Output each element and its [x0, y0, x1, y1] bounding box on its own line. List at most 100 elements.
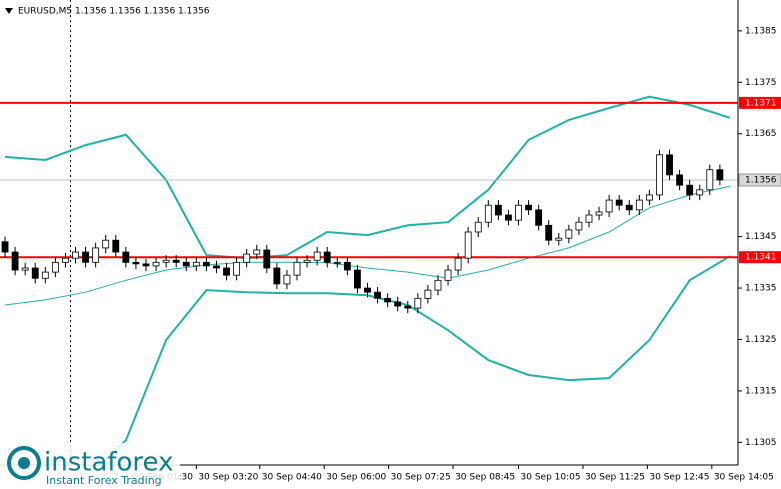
candle-body	[414, 297, 422, 309]
candle-body	[464, 231, 472, 259]
candle-body	[525, 204, 533, 211]
candle-body	[444, 269, 452, 281]
band-upper	[4, 95, 731, 260]
candle-body	[505, 214, 512, 221]
level-label: 1.1371	[745, 98, 777, 108]
candle-body	[535, 209, 543, 226]
y-tick-label: 1.1325	[745, 335, 777, 345]
y-tick-label: 1.1375	[745, 78, 777, 88]
band-middle	[4, 185, 731, 306]
candle-body	[656, 154, 663, 196]
candle-body	[182, 261, 190, 267]
candle-body	[434, 279, 442, 291]
plot-area	[0, 0, 738, 465]
tagline: Instant Forex Trading	[46, 474, 162, 487]
candle-body	[21, 267, 29, 271]
last-price-label: 1.1356	[745, 176, 777, 186]
candle-body	[484, 204, 492, 223]
x-tick-label: 30 Sep 10:05	[521, 473, 581, 483]
candle-body	[263, 249, 271, 269]
candle-body	[313, 251, 321, 261]
candle-body	[515, 204, 522, 221]
y-tick-label: 1.1345	[745, 232, 777, 242]
candle-body	[41, 271, 49, 279]
candle-body	[555, 237, 563, 241]
candle-body	[72, 251, 79, 259]
candle-body	[122, 251, 130, 263]
candle-body	[494, 204, 502, 216]
candle-body	[202, 261, 210, 267]
candle-body	[293, 261, 301, 276]
candle-body	[625, 204, 633, 211]
level-label-bg	[739, 251, 781, 264]
candle-body	[686, 184, 694, 196]
candle-body	[343, 261, 351, 271]
candle-body	[364, 287, 371, 293]
candle-body	[716, 169, 724, 181]
candle-body	[62, 257, 69, 263]
candle-body	[374, 291, 381, 299]
y-tick-label: 1.1365	[745, 129, 777, 139]
x-tick-label: 30 Sep 04:40	[262, 473, 322, 483]
y-tick-label: 1.1385	[745, 26, 777, 36]
candle-body	[424, 289, 432, 299]
candle-body	[545, 224, 553, 241]
level-label-bg	[739, 96, 781, 109]
chart-title: EURUSD,M5 1.1356 1.1356 1.1356 1.1356	[18, 7, 210, 17]
candle-body	[474, 221, 482, 233]
candle-body	[142, 263, 150, 267]
candle-body	[51, 261, 59, 273]
candle-body	[82, 251, 90, 263]
level-label: 1.1341	[745, 253, 777, 263]
brand: instaforex	[44, 448, 173, 478]
candle-body	[132, 261, 140, 265]
x-tick-label: 30 Sep 03:20	[198, 473, 258, 483]
logo-icon	[7, 446, 41, 480]
x-tick-label: 30 Sep 08:45	[455, 473, 515, 483]
x-tick-label: 30 Sep 14:05	[714, 473, 774, 483]
candle-body	[102, 239, 110, 249]
candle-body	[323, 251, 331, 263]
candle-body	[1, 241, 9, 253]
candle-body	[303, 259, 311, 263]
candle-body	[384, 297, 392, 303]
logo-icon-core	[18, 457, 30, 469]
candle-body	[233, 261, 241, 276]
candle-body	[565, 229, 573, 239]
last-price-label-bg	[738, 173, 781, 187]
y-tick-label: 1.1305	[745, 438, 777, 448]
candle-body	[635, 199, 643, 211]
candle-body	[354, 269, 361, 289]
candle-body	[706, 169, 714, 191]
candle-body	[11, 251, 19, 271]
candle-body	[575, 221, 583, 231]
candle-body	[666, 154, 673, 176]
candle-body	[595, 211, 603, 216]
candle-body	[454, 257, 462, 271]
candle-body	[283, 274, 291, 285]
candle-body	[152, 261, 160, 267]
candle-body	[213, 265, 220, 269]
y-tick-label: 1.1315	[745, 386, 777, 396]
candle-body	[676, 174, 684, 186]
x-tick-label: 30 Sep 07:25	[391, 473, 451, 483]
candle-body	[645, 194, 653, 201]
candle-body	[162, 259, 170, 263]
x-tick-label: 30 Sep 06:00	[326, 473, 386, 483]
x-tick-label: 30 Sep 11:25	[585, 473, 645, 483]
candle-body	[243, 253, 251, 263]
candle-body	[615, 199, 623, 206]
candle-body	[253, 249, 261, 255]
watermark: instaforex Instant Forex Trading	[0, 443, 180, 489]
candle-body	[585, 214, 593, 223]
candle-body	[273, 267, 281, 285]
candle-body	[31, 267, 39, 279]
candle-body	[112, 239, 120, 253]
candle-body	[192, 261, 200, 267]
menu-arrow	[5, 8, 13, 14]
y-tick-label: 1.1335	[745, 284, 777, 294]
candle-body	[394, 301, 402, 307]
candle-body	[333, 261, 341, 264]
